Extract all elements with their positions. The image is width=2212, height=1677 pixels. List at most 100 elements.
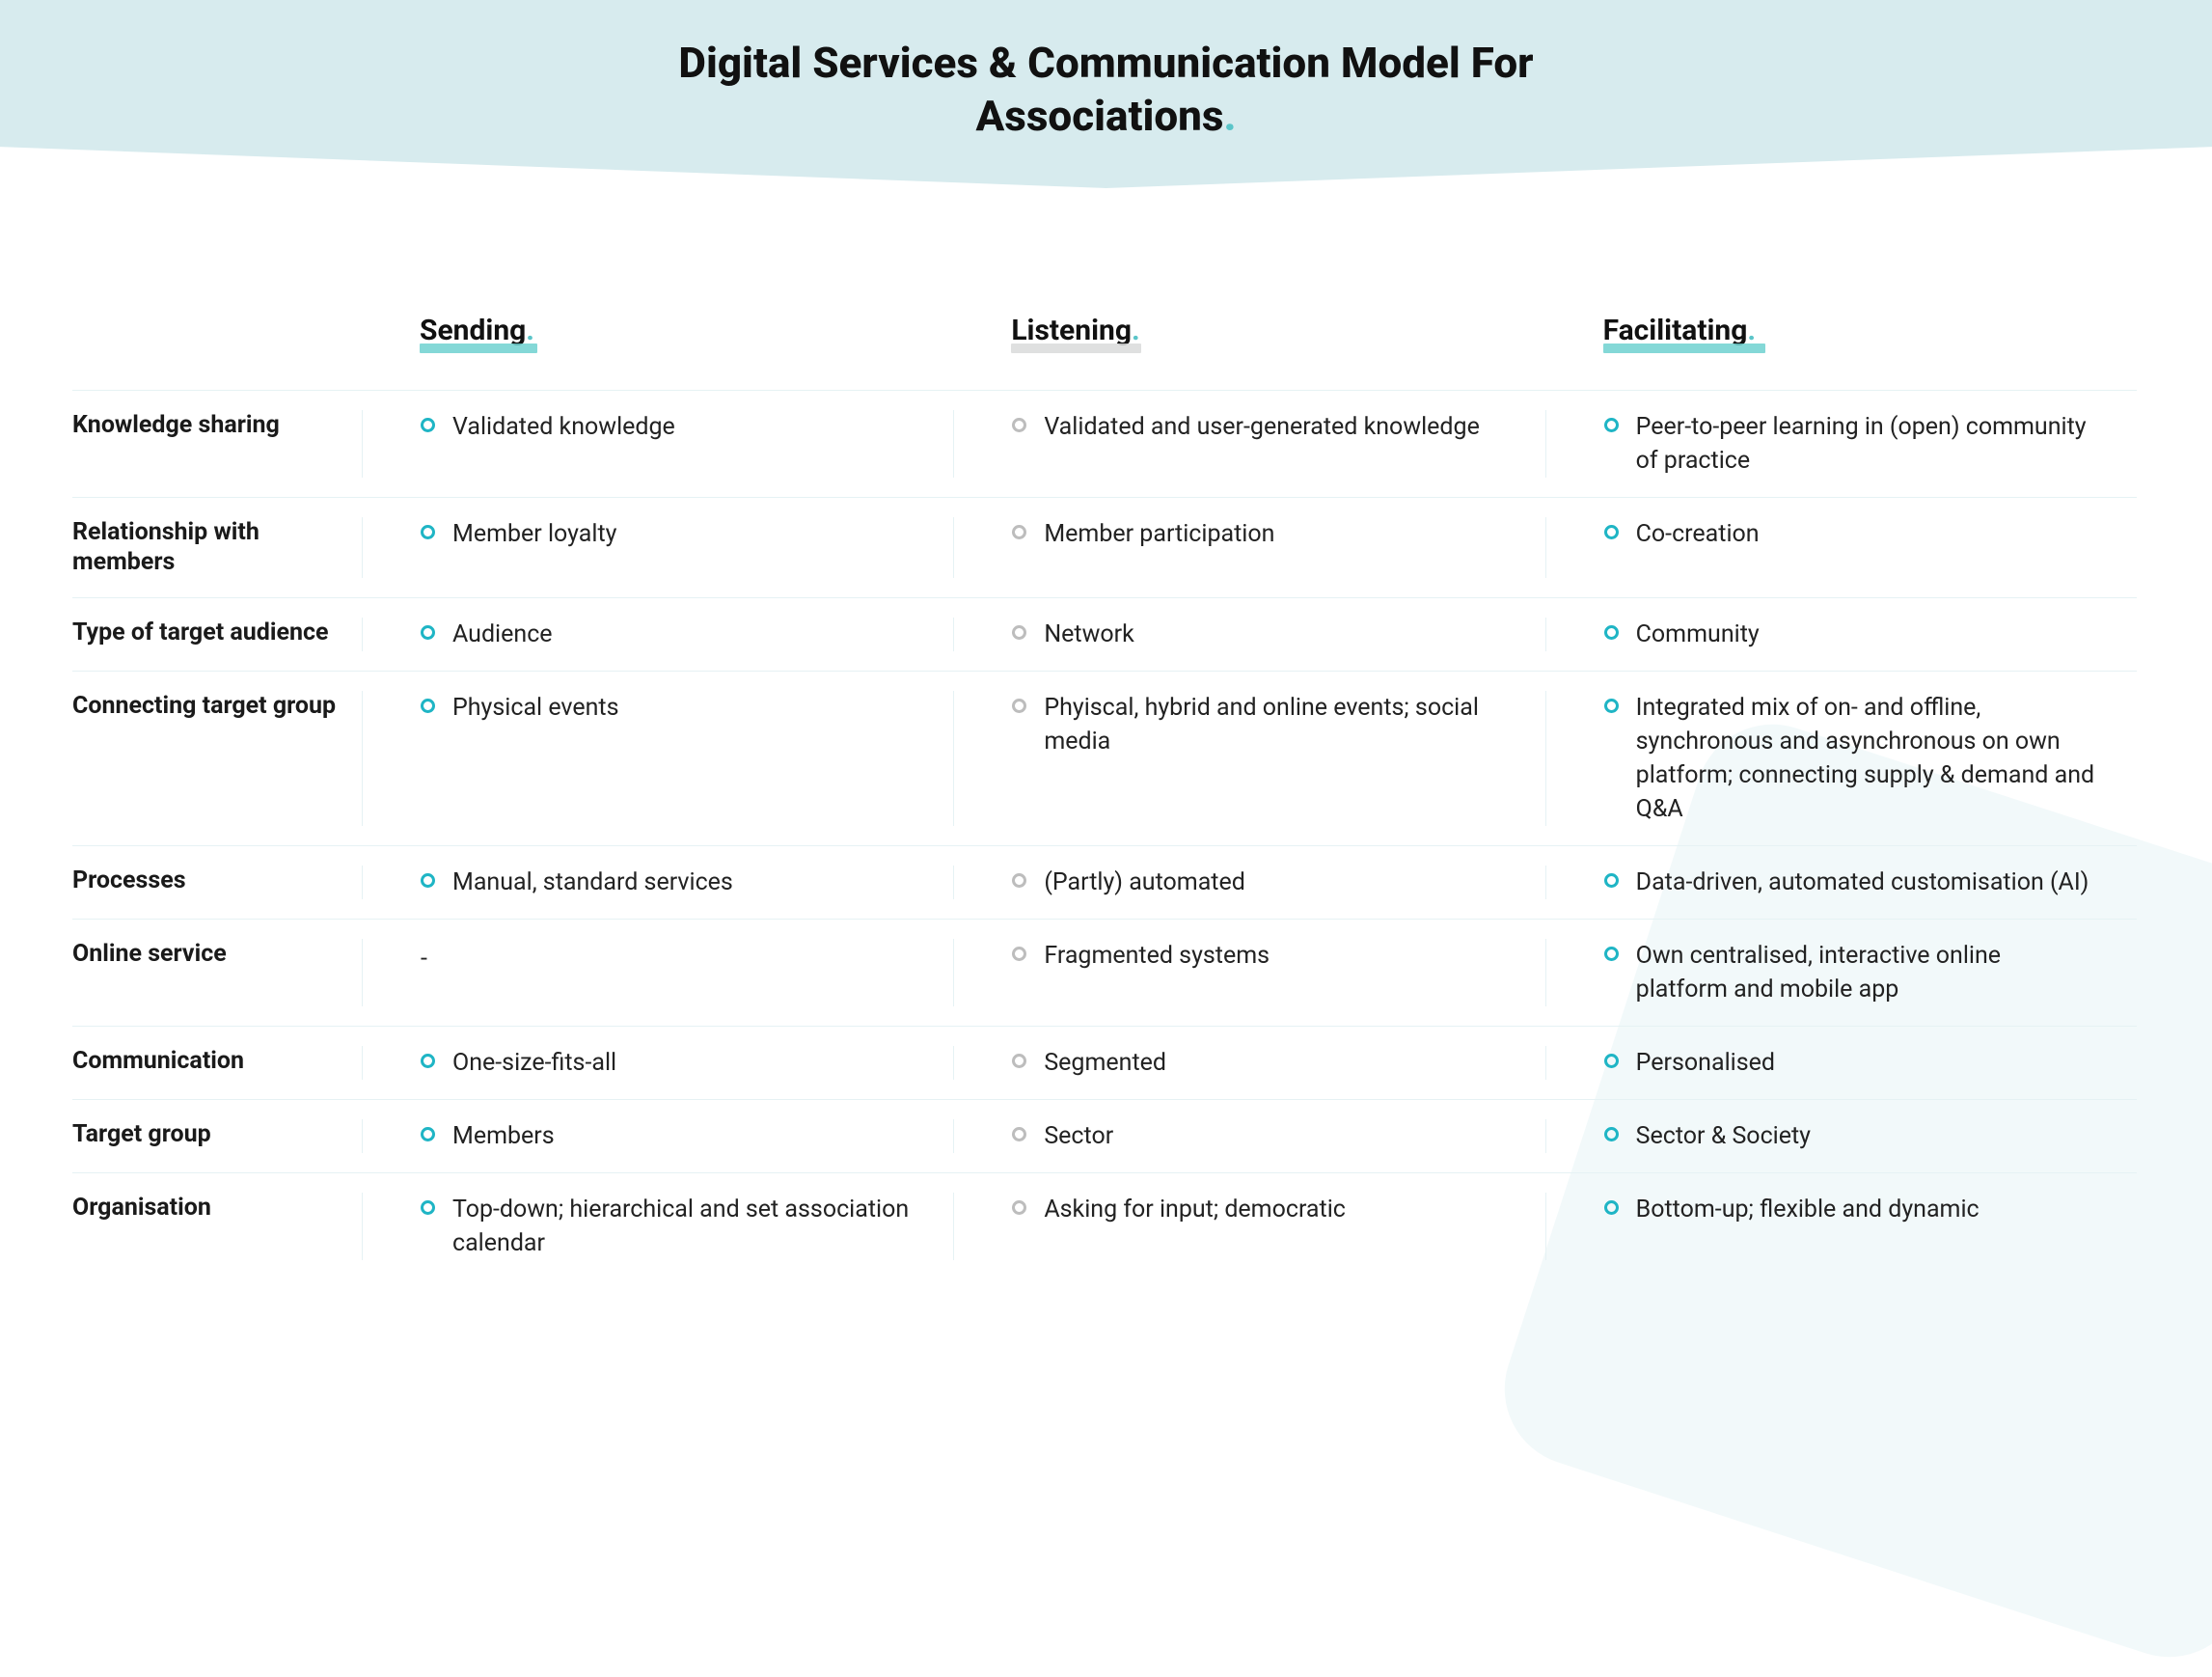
cell-facilitating: Integrated mix of on- and offline, synch… [1545, 691, 2137, 826]
bullet-icon [1604, 1054, 1619, 1068]
cell-text: Own centralised, interactive online plat… [1636, 939, 2098, 1006]
table-row: Processes Manual, standard services (Partl… [72, 845, 2137, 919]
cell-sending: Top-down; hierarchical and set associati… [362, 1193, 953, 1260]
bullet-icon [1012, 525, 1026, 539]
cell-text: Community [1636, 618, 1760, 651]
cell-listening: Network [953, 618, 1544, 651]
table-row: Relationship with members Member loyalty M… [72, 497, 2137, 597]
bullet-icon [421, 625, 435, 640]
cell-text: Personalised [1636, 1046, 1775, 1080]
cell-facilitating: Sector & Society [1545, 1119, 2137, 1153]
cell-text: Member loyalty [452, 517, 616, 551]
cell-sending: Audience [362, 618, 953, 651]
table-row: Knowledge sharing Validated knowledge Vali… [72, 390, 2137, 497]
row-label: Processes [72, 866, 362, 899]
cell-listening: Phyiscal, hybrid and online events; soci… [953, 691, 1544, 826]
underline-listening [1011, 344, 1141, 353]
bullet-icon [1604, 625, 1619, 640]
row-label: Type of target audience [72, 618, 362, 651]
cell-facilitating: Peer-to-peer learning in (open) communit… [1545, 410, 2137, 478]
cell-text: Audience [452, 618, 553, 651]
table-row: Organisation Top-down; hierarchical and s… [72, 1172, 2137, 1279]
cell-facilitating: Data-driven, automated customisation (AI… [1545, 866, 2137, 899]
cell-sending: Member loyalty [362, 517, 953, 578]
bullet-icon [1012, 1200, 1026, 1215]
cell-text: Validated and user-generated knowledge [1044, 410, 1480, 444]
table-header-row: Sending. Listening. Facilitating. [72, 314, 2137, 347]
cell-text: Validated knowledge [452, 410, 675, 444]
cell-facilitating: Co-creation [1545, 517, 2137, 578]
underline-sending [420, 344, 537, 353]
title-line-1: Digital Services & Communication Model F… [678, 38, 1533, 88]
cell-sending: One-size-fits-all [362, 1046, 953, 1080]
cell-text: Top-down; hierarchical and set associati… [452, 1193, 915, 1260]
bullet-icon [421, 873, 435, 888]
bullet-icon [421, 418, 435, 432]
bullet-icon [1604, 699, 1619, 713]
bullet-icon [1012, 699, 1026, 713]
row-label: Online service [72, 939, 362, 1006]
bullet-icon [1604, 1127, 1619, 1141]
column-head-sending: Sending. [362, 314, 953, 347]
bullet-icon [421, 1054, 435, 1068]
bullet-icon [421, 699, 435, 713]
cell-facilitating: Bottom-up; flexible and dynamic [1545, 1193, 2137, 1260]
bullet-icon [1604, 418, 1619, 432]
cell-text: Manual, standard services [452, 866, 733, 899]
cell-text: (Partly) automated [1044, 866, 1245, 899]
row-label: Relationship with members [72, 517, 362, 578]
bullet-icon [1012, 418, 1026, 432]
cell-listening: (Partly) automated [953, 866, 1544, 899]
table-row: Online service - Fragmented systems Own cen… [72, 919, 2137, 1026]
cell-text: Sector [1044, 1119, 1113, 1153]
cell-sending: Validated knowledge [362, 410, 953, 478]
column-head-sending-label: Sending [420, 314, 526, 347]
row-label: Connecting target group [72, 691, 362, 826]
cell-listening: Member participation [953, 517, 1544, 578]
dash: - [421, 942, 427, 976]
cell-text: Members [452, 1119, 555, 1153]
bullet-icon [421, 1200, 435, 1215]
bullet-icon [421, 525, 435, 539]
column-head-listening: Listening. [953, 314, 1544, 347]
bullet-icon [1604, 525, 1619, 539]
cell-text: Sector & Society [1636, 1119, 1811, 1153]
title-dot: . [1223, 91, 1236, 141]
cell-text: Data-driven, automated customisation (AI… [1636, 866, 2089, 899]
cell-listening: Sector [953, 1119, 1544, 1153]
table-row: Connecting target group Physical events Ph… [72, 671, 2137, 845]
page-title: Digital Services & Communication Model F… [0, 37, 2212, 143]
column-head-listening-label: Listening [1011, 314, 1132, 347]
row-label: Knowledge sharing [72, 410, 362, 478]
cell-facilitating: Personalised [1545, 1046, 2137, 1080]
underline-facilitating [1603, 344, 1765, 353]
table-row: Type of target audience Audience Network Co… [72, 597, 2137, 671]
column-head-facilitating: Facilitating. [1545, 314, 2137, 347]
bullet-icon [421, 1127, 435, 1141]
table-row: CommunicationOne-size-fits-allSegmentedP… [72, 1026, 2137, 1099]
cell-text: Asking for input; democratic [1044, 1193, 1346, 1226]
cell-facilitating: Own centralised, interactive online plat… [1545, 939, 2137, 1006]
bullet-icon [1012, 947, 1026, 961]
row-label: Organisation [72, 1193, 362, 1260]
comparison-table: Sending. Listening. Facilitating. Knowle… [72, 314, 2137, 1279]
cell-text: Physical events [452, 691, 619, 725]
cell-sending: Physical events [362, 691, 953, 826]
row-label: Target group [72, 1119, 362, 1153]
cell-listening: Asking for input; democratic [953, 1193, 1544, 1260]
column-head-facilitating-label: Facilitating [1603, 314, 1748, 347]
bullet-icon [1604, 947, 1619, 961]
cell-text: Bottom-up; flexible and dynamic [1636, 1193, 1980, 1226]
cell-sending: Manual, standard services [362, 866, 953, 899]
cell-text: Segmented [1044, 1046, 1166, 1080]
cell-text: Peer-to-peer learning in (open) communit… [1636, 410, 2098, 478]
bullet-icon [1012, 1127, 1026, 1141]
cell-listening: Validated and user-generated knowledge [953, 410, 1544, 478]
bullet-icon [1604, 1200, 1619, 1215]
table-row: Target group Members Sector Sector & Societ… [72, 1099, 2137, 1172]
cell-text: Fragmented systems [1044, 939, 1270, 973]
cell-sending: - [362, 939, 953, 1006]
cell-listening: Fragmented systems [953, 939, 1544, 1006]
bullet-icon [1604, 873, 1619, 888]
bullet-icon [1012, 1054, 1026, 1068]
